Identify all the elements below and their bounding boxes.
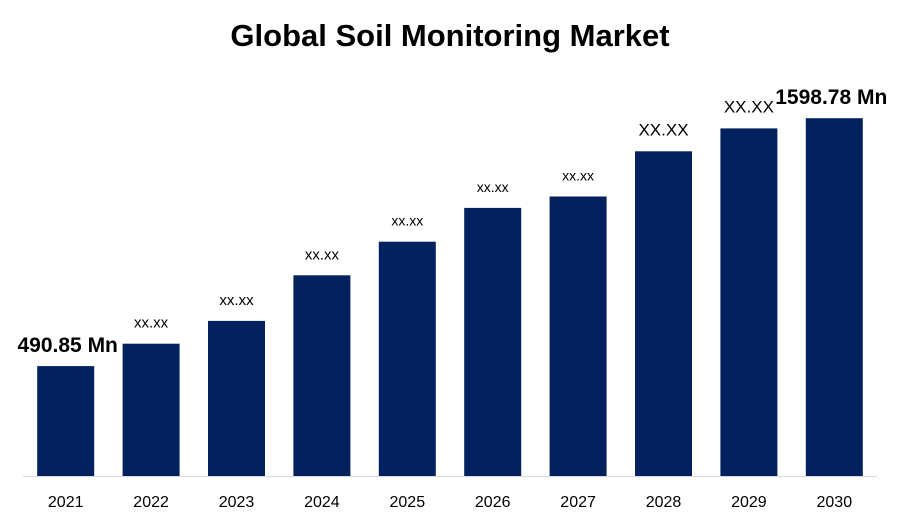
value-labels-group: 490.85 Mn xx.xx xx.xx xx.xx xx.xx xx.xx xx.xx X… <box>18 86 888 357</box>
value-label-2025: xx.xx <box>391 213 423 229</box>
bar-2026 <box>464 207 522 476</box>
bar-2022 <box>122 343 180 476</box>
x-tick-label-2023: 2023 <box>219 494 255 511</box>
bars-group <box>37 118 863 477</box>
value-label-2030: 1598.78 Mn <box>775 86 887 109</box>
bar-2030 <box>805 118 863 476</box>
x-tick-label-2021: 2021 <box>48 494 84 511</box>
x-tick-label-2024: 2024 <box>304 494 340 511</box>
value-label-2022: xx.xx <box>134 315 169 332</box>
x-tick-label-2028: 2028 <box>646 494 682 511</box>
bar-2029 <box>720 128 778 476</box>
x-tick-label-2029: 2029 <box>731 494 767 511</box>
value-label-2027: xx.xx <box>562 168 594 184</box>
x-tick-labels-group: 2021 2022 2023 2024 2025 2026 2027 2028 2029 2030 <box>48 494 852 511</box>
value-label-2021: 490.85 Mn <box>18 334 118 357</box>
x-tick-label-2030: 2030 <box>817 494 853 511</box>
bar-2025 <box>378 241 436 476</box>
bar-2028 <box>635 151 692 477</box>
bar-2021 <box>37 366 95 476</box>
x-tick-label-2026: 2026 <box>475 494 511 511</box>
value-label-2029: XX.XX <box>724 97 774 116</box>
x-tick-label-2022: 2022 <box>133 494 169 511</box>
bar-2027 <box>549 196 607 476</box>
value-label-2026: xx.xx <box>477 179 509 195</box>
x-tick-label-2027: 2027 <box>560 494 596 511</box>
bar-2024 <box>293 275 351 476</box>
x-tick-label-2025: 2025 <box>390 494 426 511</box>
chart-title: Global Soil Monitoring Market <box>230 18 670 53</box>
value-label-2023: xx.xx <box>219 292 254 309</box>
value-label-2028: XX.XX <box>638 120 688 139</box>
value-label-2024: xx.xx <box>305 246 340 263</box>
bar-2023 <box>208 320 265 476</box>
